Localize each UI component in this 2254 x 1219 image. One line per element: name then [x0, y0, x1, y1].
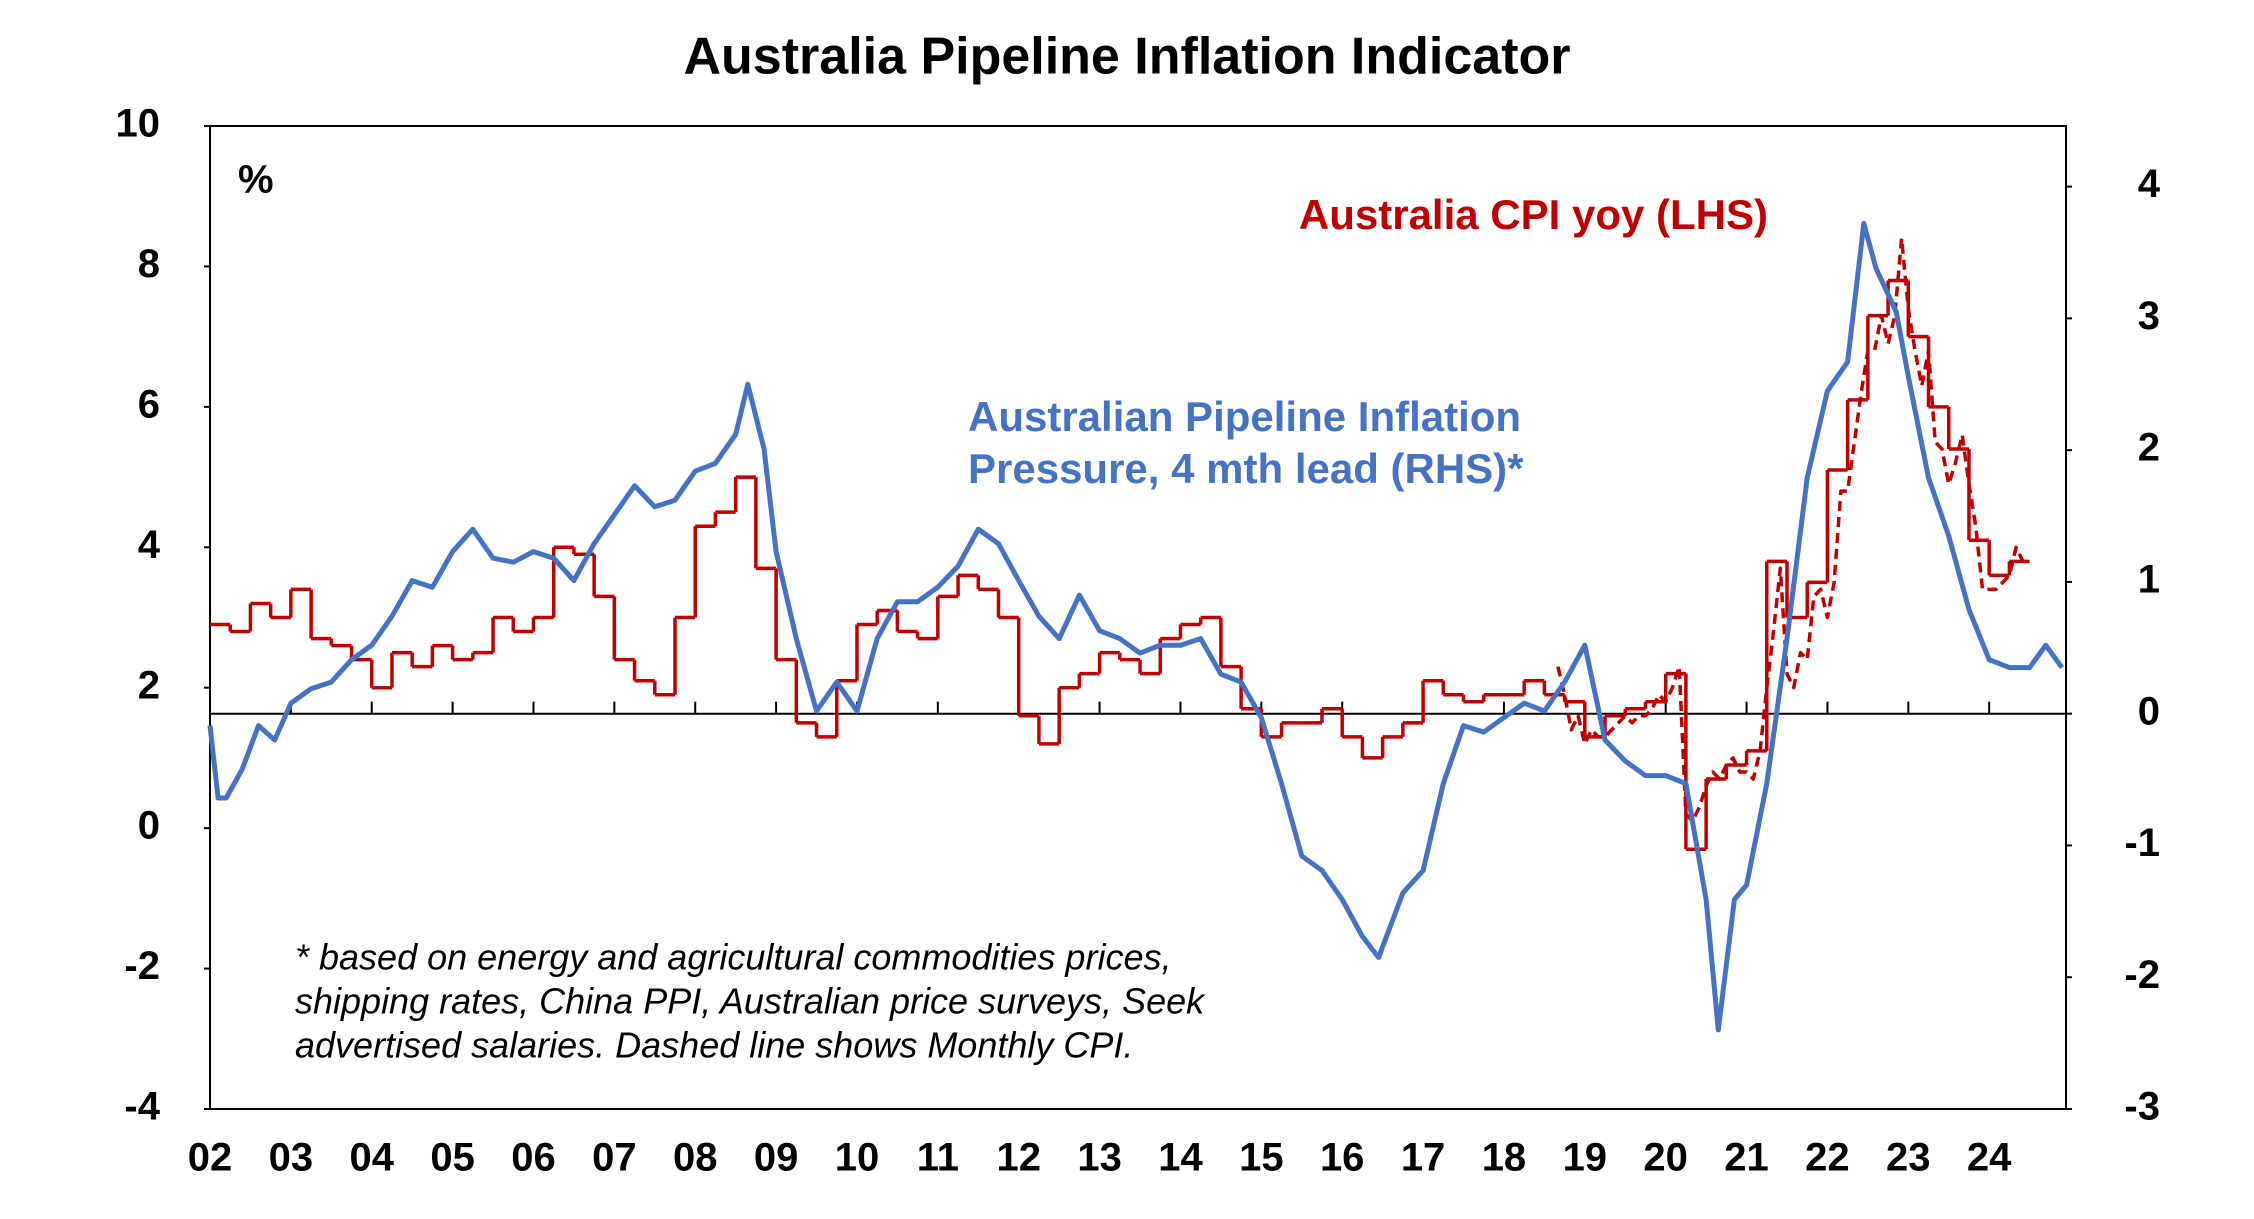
x-tick-label: 12: [996, 1136, 1041, 1180]
x-tick-label: 22: [1805, 1136, 1850, 1180]
y2-tick-label: -1: [2124, 821, 2160, 865]
series-line: [207, 221, 2065, 1033]
series-label: Pressure, 4 mth lead (RHS)*: [968, 445, 1524, 492]
x-tick-label: 10: [835, 1136, 880, 1180]
y-tick-label: 10: [116, 102, 161, 146]
y2-tick-label: -2: [2124, 953, 2160, 997]
x-tick-label: 06: [511, 1136, 556, 1180]
x-tick-label: 11: [917, 1136, 959, 1180]
y-tick-label: -4: [124, 1085, 160, 1129]
x-tick-label: 15: [1239, 1136, 1284, 1180]
y2-tick-label: -3: [2124, 1085, 2160, 1129]
y-tick-label: 0: [138, 804, 160, 848]
y-tick-label: 8: [138, 242, 160, 286]
y-tick-label: 6: [138, 382, 160, 426]
x-tick-label: 08: [673, 1136, 718, 1180]
y-tick-label: -2: [124, 944, 160, 988]
dashed-line: [1556, 236, 2025, 823]
unit-label: %: [238, 158, 274, 202]
series-label: Australian Pipeline Inflation: [968, 393, 1521, 440]
x-tick-label: 21: [1724, 1136, 1769, 1180]
x-tick-label: 02: [188, 1136, 233, 1180]
x-tick-label: 05: [430, 1136, 475, 1180]
y-tick-label: 2: [138, 663, 160, 707]
footnote: * based on energy and agricultural commo…: [295, 937, 1206, 1066]
x-tick-label: 13: [1077, 1136, 1122, 1180]
y-tick-label: 4: [138, 523, 161, 567]
x-tick-label: 16: [1320, 1136, 1365, 1180]
plot-frame: [209, 125, 2067, 1110]
x-tick-label: 20: [1643, 1136, 1688, 1180]
x-tick-label: 18: [1482, 1136, 1527, 1180]
x-tick-label: 23: [1886, 1136, 1931, 1180]
y2-tick-label: 2: [2138, 426, 2160, 470]
x-tick-label: 19: [1563, 1136, 1608, 1180]
x-tick-label: 07: [592, 1136, 637, 1180]
x-tick-label: 24: [1967, 1136, 2012, 1180]
x-tick-label: 09: [754, 1136, 799, 1180]
y2-tick-label: 3: [2138, 294, 2160, 338]
y2-tick-label: 1: [2138, 557, 2160, 601]
footnote-line: shipping rates, China PPI, Australian pr…: [295, 981, 1206, 1022]
chart-title: Australia Pipeline Inflation Indicator: [683, 28, 1570, 86]
x-tick-label: 04: [349, 1136, 394, 1180]
footnote-line: * based on energy and agricultural commo…: [295, 937, 1171, 978]
series-label: Australia CPI yoy (LHS): [1299, 191, 1768, 238]
y2-tick-label: 4: [2138, 162, 2161, 206]
x-tick-label: 14: [1158, 1136, 1203, 1180]
x-tick-label: 17: [1401, 1136, 1446, 1180]
footnote-line: advertised salaries. Dashed line shows M…: [295, 1025, 1133, 1066]
y2-tick-label: 0: [2138, 689, 2160, 733]
x-tick-label: 03: [269, 1136, 314, 1180]
